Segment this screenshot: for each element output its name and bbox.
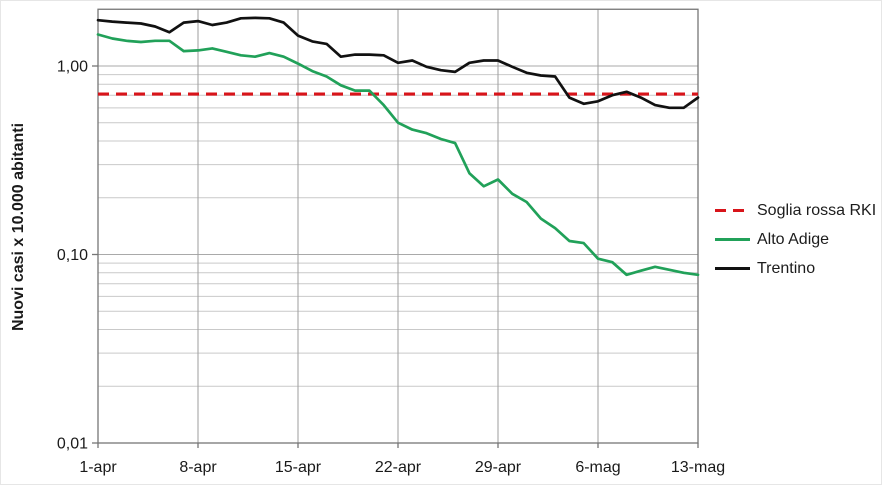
y-axis-title: Nuovi casi x 10.000 abitanti	[10, 123, 27, 331]
x-tick-label: 6-mag	[575, 459, 620, 476]
x-tick-label: 1-apr	[79, 459, 117, 476]
legend-swatch-alto-adige	[715, 238, 750, 241]
legend-swatch-soglia-rossa-rki	[715, 209, 750, 212]
gridlines	[97, 9, 699, 444]
legend-label-soglia-rossa-rki: Soglia rossa RKI	[757, 201, 877, 219]
legend-label-alto-adige: Alto Adige	[757, 230, 830, 248]
series-line-alto-adige	[96, 33, 700, 277]
axis-labels: 1,00 0,10 0,01 1-apr 8-apr 15-apr 22-apr 29-apr…	[57, 59, 725, 477]
legend-label-trentino: Trentino	[757, 259, 816, 277]
legend-item-alto-adige: Alto Adige	[715, 225, 881, 254]
data-series	[96, 16, 700, 277]
x-tick-label: 13-mag	[671, 459, 725, 476]
y-tick-label: 0,01	[57, 436, 88, 453]
x-tick-label: 29-apr	[475, 459, 522, 476]
legend-swatch-trentino	[715, 267, 750, 270]
legend-item-trentino: Trentino	[715, 254, 881, 283]
y-tick-label: 1,00	[57, 59, 88, 76]
legend: Soglia rossa RKI Alto Adige Trentino	[715, 196, 881, 283]
axes	[92, 8, 699, 448]
x-tick-label: 15-apr	[275, 459, 322, 476]
x-tick-label: 8-apr	[179, 459, 217, 476]
series-line-trentino	[96, 16, 700, 110]
y-tick-label: 0,10	[57, 247, 88, 264]
x-tick-label: 22-apr	[375, 459, 422, 476]
legend-item-soglia-rossa-rki: Soglia rossa RKI	[715, 196, 881, 225]
